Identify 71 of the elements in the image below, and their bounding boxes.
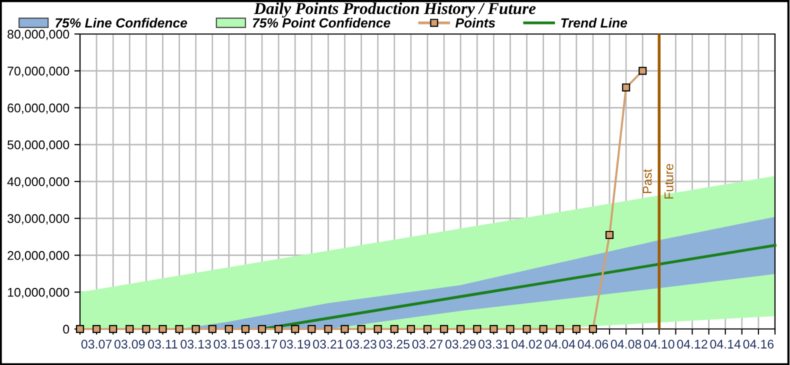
- x-tick-label: 03.17: [246, 340, 278, 349]
- y-tick-label: 50,000,000: [8, 140, 70, 151]
- x-tick-label: 03.11: [148, 340, 178, 349]
- point: [605, 230, 614, 239]
- y-tick-label: 80,000,000: [8, 30, 70, 40]
- point: [126, 324, 134, 334]
- y-tick-label: 60,000,000: [8, 104, 70, 114]
- point: [274, 324, 283, 334]
- point: [208, 324, 216, 334]
- point: [308, 324, 316, 334]
- x-tick-label: 04.10: [644, 340, 674, 349]
- x-tick-label: 03.27: [412, 340, 443, 349]
- point: [539, 324, 548, 334]
- point: [440, 324, 448, 334]
- x-tick-label: 04.08: [610, 340, 642, 349]
- legend-label: Trend Line: [561, 18, 628, 28]
- x-tick-label: 04.02: [512, 340, 542, 349]
- point: [142, 324, 150, 334]
- x-tick-label: 03.15: [214, 340, 244, 349]
- point: [390, 324, 398, 334]
- x-tick-label: 03.21: [313, 340, 344, 349]
- point: [92, 324, 101, 334]
- point: [224, 324, 233, 334]
- point: [374, 324, 382, 334]
- x-tick-label: 04.16: [743, 340, 774, 349]
- legend-label: 75% Point Confidence: [252, 18, 390, 28]
- x-tick-label: 04.04: [544, 340, 576, 349]
- y-tick-label: 30,000,000: [8, 214, 70, 225]
- point: [109, 324, 118, 334]
- point: [588, 324, 598, 334]
- ref-line-label: Past: [643, 169, 652, 193]
- point: [490, 324, 498, 334]
- x-tick-label: 03.29: [445, 340, 476, 349]
- point: [638, 66, 647, 75]
- point: [506, 324, 514, 334]
- point: [572, 324, 580, 334]
- point: [340, 324, 349, 334]
- point: [622, 83, 630, 92]
- x-tick-label: 03.19: [280, 340, 310, 349]
- point: [291, 324, 300, 334]
- legend-label: 75% Line Confidence: [56, 18, 188, 28]
- chart-title: Daily Points Production History / Future: [254, 2, 536, 18]
- y-tick-label: 0: [63, 324, 70, 334]
- point: [406, 324, 415, 334]
- x-tick-label: 03.07: [81, 340, 112, 349]
- y-tick-label: 40,000,000: [7, 177, 70, 188]
- point: [456, 324, 465, 334]
- y-tick-label: 10,000,000: [8, 288, 70, 298]
- point: [158, 324, 167, 334]
- x-tick-label: 03.23: [346, 340, 376, 349]
- point: [192, 324, 200, 334]
- legend-label: Points: [455, 18, 496, 28]
- x-tick-label: 04.14: [710, 340, 741, 349]
- x-tick-label: 03.09: [114, 340, 145, 349]
- x-tick-label: 04.12: [677, 340, 708, 349]
- x-tick-label: 03.31: [478, 340, 509, 349]
- x-tick-label: 03.13: [180, 340, 211, 349]
- y-tick-label: 20,000,000: [8, 251, 70, 262]
- y-tick-label: 70,000,000: [8, 66, 70, 78]
- annotation: Future: [664, 164, 674, 199]
- point: [522, 324, 531, 334]
- point: [473, 324, 482, 334]
- point: [241, 324, 250, 334]
- x-tick-label: 04.06: [578, 340, 608, 349]
- x-tick-label: 03.25: [379, 340, 410, 349]
- point: [556, 324, 564, 334]
- point: [423, 324, 432, 334]
- point: [258, 324, 266, 334]
- point: [324, 324, 332, 334]
- point: [357, 324, 366, 334]
- point: [175, 324, 184, 334]
